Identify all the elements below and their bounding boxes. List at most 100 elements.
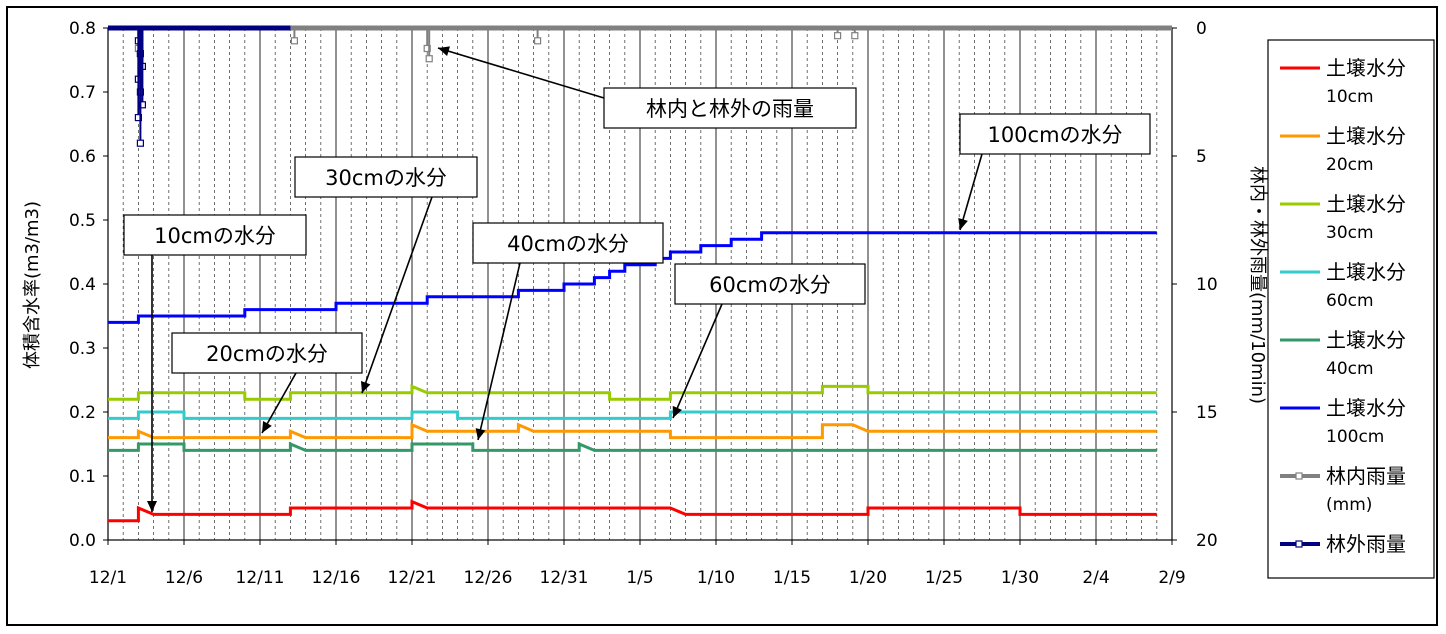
callout-arrowhead xyxy=(438,46,450,56)
series-line-土壌水分40cm xyxy=(108,441,1157,452)
y-left-tick-label: 0.1 xyxy=(69,467,96,487)
callout-arrowhead xyxy=(672,405,682,418)
legend-label: 林外雨量 xyxy=(1326,532,1406,556)
legend-swatch-marker xyxy=(1295,472,1303,480)
callout-arrowhead xyxy=(360,380,371,393)
callout-label: 60cmの水分 xyxy=(709,273,831,297)
y-left-tick-label: 0.2 xyxy=(69,403,96,423)
callout-arrowhead xyxy=(475,428,486,440)
callout-label: 100cmの水分 xyxy=(987,123,1122,147)
legend-item: 林外雨量 xyxy=(1280,532,1406,556)
x-tick-label: 1/20 xyxy=(849,568,887,588)
x-tick-label: 1/30 xyxy=(1001,568,1039,588)
callout-label: 40cmの水分 xyxy=(507,232,629,256)
callout-arrowhead xyxy=(958,218,968,230)
legend-sublabel: 10cm xyxy=(1326,87,1374,107)
legend: 土壌水分 10cm 土壌水分 20cm 土壌水分 30cm 土壌水分 60cm 土壌水分 40cm… xyxy=(1267,39,1435,579)
legend-sublabel: 40cm xyxy=(1326,359,1374,379)
callout-arrow xyxy=(477,262,521,441)
x-tick-label: 12/21 xyxy=(388,568,437,588)
legend-label: 土壌水分 xyxy=(1326,124,1406,148)
legend-sublabel: 20cm xyxy=(1326,155,1374,175)
annotations: 林内と林外の雨量 100cmの水分 30cmの水分 10cmの水分 40cmの水分 60c… xyxy=(123,46,1151,512)
rain-inside-point xyxy=(533,37,542,45)
legend-label: 土壌水分 xyxy=(1326,260,1406,284)
x-tick-label: 1/15 xyxy=(773,568,811,588)
y-left-tick-label: 0.0 xyxy=(69,531,96,551)
y-right-tick-label: 20 xyxy=(1196,531,1218,551)
callout-arrow xyxy=(261,372,297,434)
y-left-tick-label: 0.8 xyxy=(69,19,96,39)
callout-arrow xyxy=(672,303,723,419)
callout-arrowhead xyxy=(147,501,157,512)
callout-box xyxy=(959,113,1151,155)
y-left-tick-label: 0.4 xyxy=(69,275,96,295)
legend-item: 土壌水分 30cm xyxy=(1280,192,1406,243)
callout-box xyxy=(294,156,478,198)
rain-inside-point xyxy=(833,32,842,40)
legend-item: 土壌水分 40cm xyxy=(1280,328,1406,379)
rain-inside-point xyxy=(290,37,298,45)
legend-item: 林内雨量 (mm) xyxy=(1280,464,1406,515)
x-tick-label: 1/5 xyxy=(626,568,653,588)
x-tick-label: 2/4 xyxy=(1082,568,1109,588)
callout-arrowhead xyxy=(262,420,272,433)
callout-arrow xyxy=(437,47,605,99)
legend-label: 土壌水分 xyxy=(1326,396,1406,420)
rain-inside-point xyxy=(425,55,433,63)
callout-arrow xyxy=(959,153,983,231)
series-line-土壌水分20cm xyxy=(108,422,1157,440)
series-line-土壌水分30cm xyxy=(108,384,1157,401)
x-tick-label: 1/25 xyxy=(925,568,963,588)
legend-label: 土壌水分 xyxy=(1326,192,1406,216)
legend-item: 土壌水分 60cm xyxy=(1280,260,1406,311)
y-left-axis-title: 体積含水率(m3/m3) xyxy=(22,201,43,369)
legend-label: 土壌水分 xyxy=(1326,328,1406,352)
rain-outside-point xyxy=(136,139,144,147)
legend-label: 土壌水分 xyxy=(1326,56,1406,80)
callout-label: 20cmの水分 xyxy=(206,342,328,366)
legend-sublabel: (mm) xyxy=(1326,495,1372,515)
legend-item: 土壌水分 10cm xyxy=(1280,56,1406,107)
callout-label: 10cmの水分 xyxy=(154,224,276,248)
x-tick-label: 12/16 xyxy=(312,568,361,588)
y-left-tick-label: 0.6 xyxy=(69,147,96,167)
legend-swatch-marker xyxy=(1295,540,1303,548)
x-tick-label: 12/6 xyxy=(165,568,203,588)
series-line-土壌水分60cm xyxy=(108,410,1157,420)
x-tick-label: 12/1 xyxy=(89,568,127,588)
y-right-tick-label: 10 xyxy=(1196,275,1218,295)
callout-box xyxy=(171,332,363,374)
x-tick-label: 12/11 xyxy=(236,568,285,588)
legend-item: 土壌水分 20cm xyxy=(1280,124,1406,175)
y-right-axis-title: 林内・林外雨量(mm/10min) xyxy=(1247,166,1268,404)
legend-sublabel: 30cm xyxy=(1326,223,1374,243)
y-left-tick-label: 0.7 xyxy=(69,83,96,103)
moisture-series xyxy=(108,231,1157,523)
legend-box xyxy=(1267,39,1435,579)
callout-box xyxy=(674,263,866,305)
legend-item: 土壌水分 100cm xyxy=(1280,396,1406,447)
legend-sublabel: 60cm xyxy=(1326,291,1374,311)
y-right-tick-label: 15 xyxy=(1196,403,1218,423)
x-tick-label: 1/10 xyxy=(697,568,735,588)
callout-box xyxy=(123,214,307,256)
y-left-tick-label: 0.3 xyxy=(69,339,96,359)
series-line-土壌水分100cm xyxy=(108,231,1157,324)
series-line-土壌水分10cm xyxy=(108,499,1157,523)
x-tick-label: 2/9 xyxy=(1158,568,1185,588)
rainfall-series xyxy=(108,25,1172,147)
legend-label: 林内雨量 xyxy=(1326,464,1406,488)
callout-label: 林内と林外の雨量 xyxy=(646,97,814,121)
callout-box xyxy=(472,222,664,264)
x-tick-label: 12/31 xyxy=(540,568,589,588)
callout-label: 30cmの水分 xyxy=(325,166,447,190)
y-right-tick-label: 0 xyxy=(1196,19,1207,39)
y-left-tick-label: 0.5 xyxy=(69,211,96,231)
rain-inside-point xyxy=(851,32,859,40)
callout-arrow xyxy=(361,196,433,394)
y-right-tick-label: 5 xyxy=(1196,147,1207,167)
legend-sublabel: 100cm xyxy=(1326,427,1384,447)
